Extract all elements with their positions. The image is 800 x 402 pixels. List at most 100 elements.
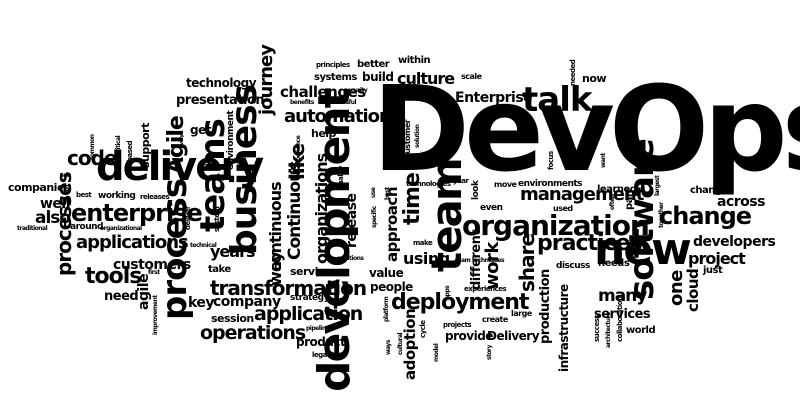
word-technical: technical [190,242,217,249]
word-based: based [126,140,134,162]
word-story: story [486,345,493,360]
word-learned: learned [597,184,637,195]
word-common: common [89,134,96,160]
word-release: release [344,193,360,248]
word-deployment: deployment [391,290,529,315]
word-architecture: architecture [605,312,612,348]
word-cultural: cultural [397,332,404,355]
word-system: system [213,206,221,232]
word-organization: organization [462,209,650,242]
word-releases: releases [140,193,170,201]
word-world: world [626,325,656,336]
word-around: around [70,222,103,232]
word-use: use [370,187,377,198]
word-principles: principles [316,61,350,69]
word-new: new [594,224,692,275]
word-focus: focus [547,151,555,170]
word-traditional: traditional [17,225,48,232]
word-provide: provide [445,329,493,343]
word-move: move [494,180,517,189]
word-largest: largest [654,175,661,196]
word-developers: developers [693,234,776,250]
word-testing: testing [617,115,627,149]
word-success: success [593,314,601,342]
word-well: well [40,196,71,212]
word-part: part [624,188,635,210]
word-now: now [582,72,607,85]
word-organizational: organizational [100,225,142,232]
word-year: year [453,177,469,185]
word-applications: applications [76,232,189,253]
word-environments: environments [518,179,583,189]
word-operations: operations [200,322,306,344]
word-critical: critical [115,135,122,155]
word-presentation: presentation [176,93,265,108]
word-enterprise: enterprise [71,199,203,227]
word-technology: technology [186,76,257,90]
word-scale: scale [461,72,482,81]
word-within: within [398,55,431,66]
word-needed: needed [569,59,577,86]
word-environment: environment [226,110,236,170]
word-tools: tools [85,264,142,289]
word-successful: successful [326,99,357,106]
word-projects: projects [443,321,472,329]
word-pipeline: pipeline [306,325,330,332]
word-systems: systems [314,72,357,83]
word-collaboration: collaboration [616,296,624,342]
word-way: way [266,251,285,286]
word-quality: quality [337,166,345,190]
word-improvement: improvement [152,295,159,335]
word-every: every [179,134,185,148]
word-large: large [511,309,532,318]
word-using: using [403,249,450,268]
word-experiences: experiences [464,285,507,293]
word-session: session [211,312,254,325]
word-agile: agile [136,273,152,310]
word-best: best [384,187,391,200]
word-strategy: strategy [290,293,329,303]
word-service: service [290,265,331,278]
word-years: years [210,242,255,261]
word-infrastructure: infrastructure [557,284,571,372]
word-specific: specific [371,206,378,228]
word-platform: platform [383,296,390,322]
word-deliver: deliver [184,206,192,230]
word-across: across [717,194,765,210]
word-support: support [139,123,152,168]
word-team-techniques: team techniques [455,257,505,264]
word-technologies: technologies [406,180,451,188]
word-changes: changes [690,185,734,196]
word-ways: ways [385,340,392,355]
word-share: share [515,233,539,292]
word-cloud: cloud [684,268,702,312]
word-working: working [98,191,136,201]
word-also: also [35,208,71,228]
word-devops: DevOps [372,60,800,198]
word-automation: automation [284,106,392,127]
word-practices: practices [537,231,643,256]
word-management: management [520,184,644,205]
word-product: product [296,335,346,349]
word-experience: experience [295,135,302,168]
word-many: many [598,286,647,306]
word-benefits: benefits [290,99,314,106]
word-company: company [213,294,281,310]
word-customers: customers [113,257,191,273]
word-delivery: delivery [96,144,264,190]
word-used: used [553,204,573,213]
word-key: key [188,295,215,311]
word-value: value [369,266,404,280]
word-even: even [480,203,503,213]
word-needs: needs [598,258,630,269]
word-talk: talk [522,80,592,120]
word-help: help [311,127,336,140]
word-just: just [703,265,723,276]
word-solutions: solutions [337,255,364,262]
word-enterprise-cap: Enterprise [455,90,533,106]
word-security: security [344,87,368,94]
word-make: make [413,239,433,247]
word-project: project [688,249,746,268]
word-change: change [659,202,752,230]
